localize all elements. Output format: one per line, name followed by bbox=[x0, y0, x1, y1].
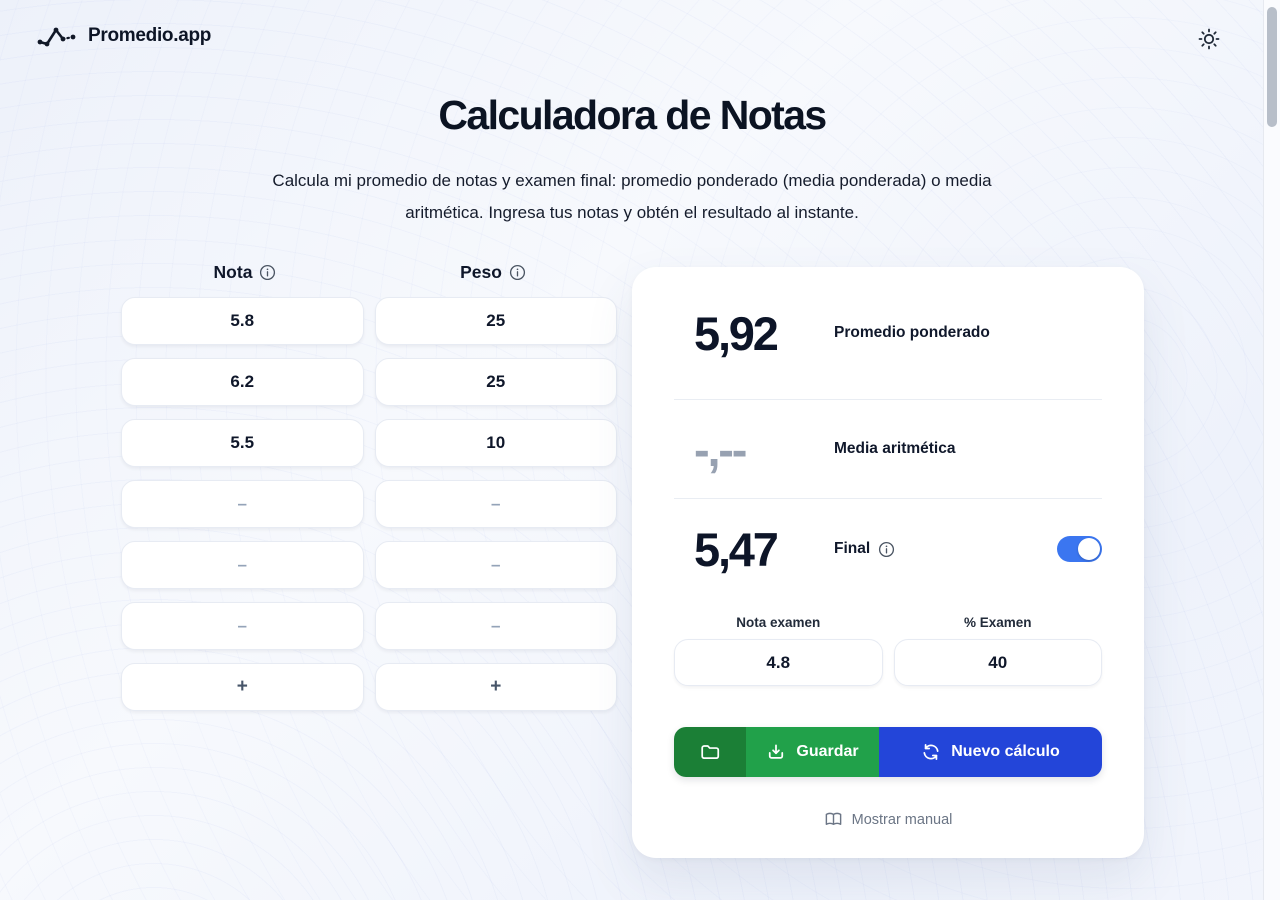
divider bbox=[674, 498, 1102, 499]
info-icon[interactable] bbox=[878, 541, 895, 558]
grade-row bbox=[121, 297, 617, 345]
scrollbar-thumb[interactable] bbox=[1267, 7, 1277, 127]
save-button-label: Guardar bbox=[796, 743, 859, 760]
sun-icon bbox=[1198, 28, 1220, 50]
grade-row bbox=[121, 541, 617, 589]
final-grade-value: 5,47 bbox=[694, 522, 779, 576]
brand[interactable]: Promedio.app bbox=[36, 22, 211, 50]
nota-input-5[interactable] bbox=[121, 541, 364, 589]
exam-pct-column: % Examen bbox=[893, 615, 1102, 686]
peso-input-4[interactable] bbox=[374, 480, 617, 528]
grade-row: + + bbox=[121, 663, 617, 711]
nota-input-2[interactable] bbox=[121, 358, 364, 406]
peso-input-2[interactable] bbox=[374, 358, 617, 406]
weighted-average-label: Promedio ponderado bbox=[834, 324, 990, 341]
nota-input-6[interactable] bbox=[121, 602, 364, 650]
grade-headers: Nota Peso bbox=[121, 262, 617, 283]
nota-input-3[interactable] bbox=[121, 419, 364, 467]
exam-nota-label: Nota examen bbox=[736, 615, 821, 630]
folder-icon bbox=[701, 745, 720, 760]
save-button[interactable]: Guardar bbox=[746, 727, 879, 777]
page-subtitle: Calcula mi promedio de notas y examen fi… bbox=[272, 171, 992, 222]
arithmetic-mean-row: -,-- Media aritmética bbox=[674, 400, 1102, 498]
peso-column-header: Peso bbox=[369, 262, 617, 283]
grades-section: Nota Peso + + bbox=[121, 262, 617, 724]
final-grade-row: 5,47 Final bbox=[674, 499, 1102, 599]
exam-pct-input[interactable] bbox=[893, 639, 1102, 686]
page-scrollbar[interactable] bbox=[1263, 0, 1280, 900]
add-nota-row-button[interactable]: + bbox=[121, 663, 364, 711]
book-icon bbox=[825, 812, 841, 825]
divider bbox=[674, 399, 1102, 400]
page-title: Calculadora de Notas bbox=[438, 92, 827, 138]
grade-row bbox=[121, 419, 617, 467]
app-header: Promedio.app bbox=[0, 0, 1280, 76]
info-icon[interactable] bbox=[259, 264, 276, 281]
manual-row: Mostrar manual bbox=[674, 810, 1102, 829]
new-calculation-label: Nuevo cálculo bbox=[951, 743, 1060, 760]
exam-nota-column: Nota examen bbox=[674, 615, 883, 686]
final-exam-toggle[interactable] bbox=[1057, 536, 1102, 562]
peso-header-label: Peso bbox=[460, 262, 502, 282]
weighted-average-row: 5,92 Promedio ponderado bbox=[674, 267, 1102, 399]
arithmetic-mean-value: -,-- bbox=[694, 422, 747, 476]
results-card: 5,92 Promedio ponderado -,-- Media aritm… bbox=[632, 267, 1144, 858]
exam-pct-label: % Examen bbox=[963, 615, 1032, 630]
grade-row bbox=[121, 358, 617, 406]
save-download-icon bbox=[769, 744, 784, 759]
theme-toggle-button[interactable] bbox=[1196, 26, 1222, 52]
hero-section: Calculadora de Notas Calcula mi promedio… bbox=[0, 92, 1264, 229]
refresh-icon bbox=[923, 744, 939, 760]
grade-row bbox=[121, 480, 617, 528]
exam-inputs-section: Nota examen % Examen bbox=[674, 615, 1102, 686]
grade-row bbox=[121, 602, 617, 650]
peso-input-6[interactable] bbox=[374, 602, 617, 650]
nota-header-label: Nota bbox=[213, 262, 253, 282]
nota-input-4[interactable] bbox=[121, 480, 364, 528]
show-manual-link[interactable]: Mostrar manual bbox=[824, 810, 953, 829]
load-saved-button[interactable] bbox=[674, 727, 746, 777]
line-chart-logo-icon bbox=[37, 27, 76, 47]
exam-nota-input[interactable] bbox=[674, 639, 883, 686]
peso-input-5[interactable] bbox=[374, 541, 617, 589]
info-icon[interactable] bbox=[509, 264, 526, 281]
weighted-average-value: 5,92 bbox=[694, 306, 779, 360]
toggle-knob bbox=[1078, 538, 1100, 560]
peso-input-3[interactable] bbox=[374, 419, 617, 467]
nota-column-header: Nota bbox=[121, 262, 369, 283]
nota-input-1[interactable] bbox=[121, 297, 364, 345]
brand-name: Promedio.app bbox=[88, 25, 212, 46]
action-button-bar: Guardar Nuevo cálculo bbox=[674, 727, 1102, 777]
final-label-text: Final bbox=[834, 540, 871, 557]
final-grade-label: Final bbox=[834, 540, 895, 558]
new-calculation-button[interactable]: Nuevo cálculo bbox=[879, 727, 1102, 777]
show-manual-label: Mostrar manual bbox=[851, 811, 953, 828]
arithmetic-mean-label: Media aritmética bbox=[834, 440, 956, 457]
peso-input-1[interactable] bbox=[374, 297, 617, 345]
add-peso-row-button[interactable]: + bbox=[374, 663, 617, 711]
